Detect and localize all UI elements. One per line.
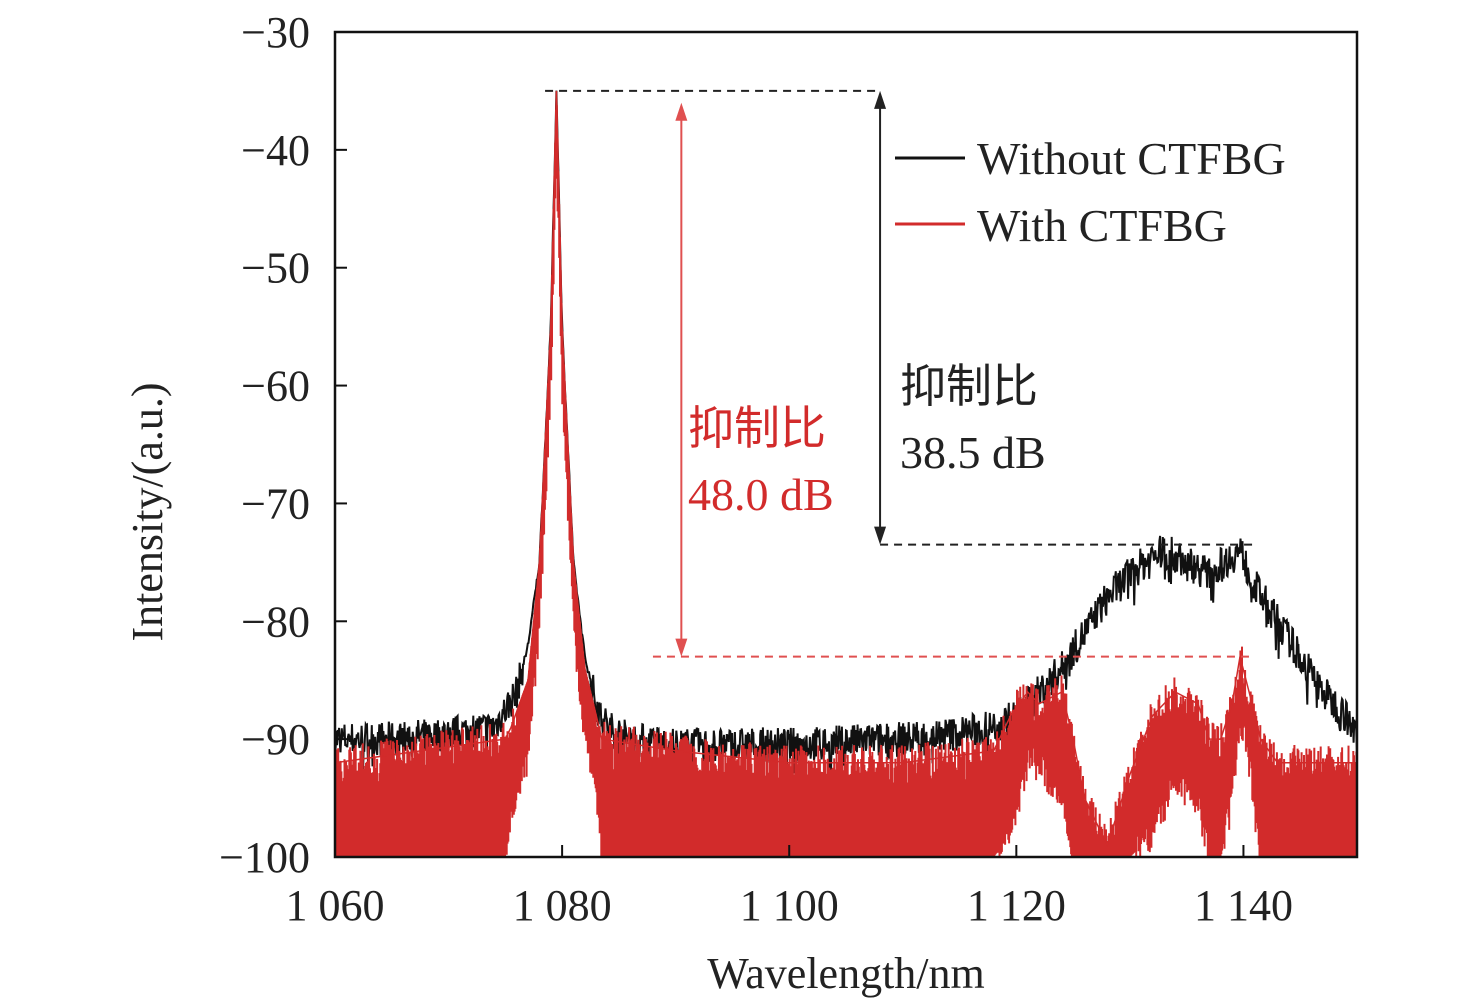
series-with-ctfbg-envelope: [334, 90, 1357, 848]
y-tick-label: −40: [241, 126, 310, 175]
y-tick-label: −60: [241, 362, 310, 411]
y-tick-label: −80: [241, 597, 310, 646]
black-ratio-value: 38.5 dB: [900, 427, 1046, 478]
y-axis-label: Intensity/(a.u.): [123, 382, 172, 641]
legend-label-with: With CTFBG: [977, 200, 1227, 251]
series-without-ctfbg: [334, 90, 1358, 789]
x-tick-label: 1 140: [1194, 881, 1293, 930]
y-tick-label: −30: [241, 8, 310, 57]
y-tick-label: −90: [241, 715, 310, 764]
plot-frame: [333, 30, 1359, 859]
x-axis-label: Wavelength/nm: [707, 949, 985, 998]
x-tick-label: 1 060: [286, 881, 385, 930]
black-ratio-label: 抑制比: [900, 361, 1038, 412]
y-tick-label: −100: [219, 833, 310, 882]
x-tick-label: 1 100: [740, 881, 839, 930]
x-tick-label: 1 120: [967, 881, 1066, 930]
black-double-arrow-head-up: [874, 90, 887, 109]
y-tick-label: −70: [241, 479, 310, 528]
legend-label-without: Without CTFBG: [977, 133, 1286, 184]
red-double-arrow-head-down: [675, 638, 688, 657]
legend: Without CTFBG With CTFBG: [895, 133, 1286, 251]
black-double-arrow-head-down: [874, 526, 887, 545]
x-tick-label: 1 080: [513, 881, 612, 930]
red-double-arrow-head-up: [675, 102, 688, 121]
red-ratio-value: 48.0 dB: [688, 469, 834, 520]
red-ratio-label: 抑制比: [688, 403, 826, 454]
y-tick-label: −50: [241, 244, 310, 293]
